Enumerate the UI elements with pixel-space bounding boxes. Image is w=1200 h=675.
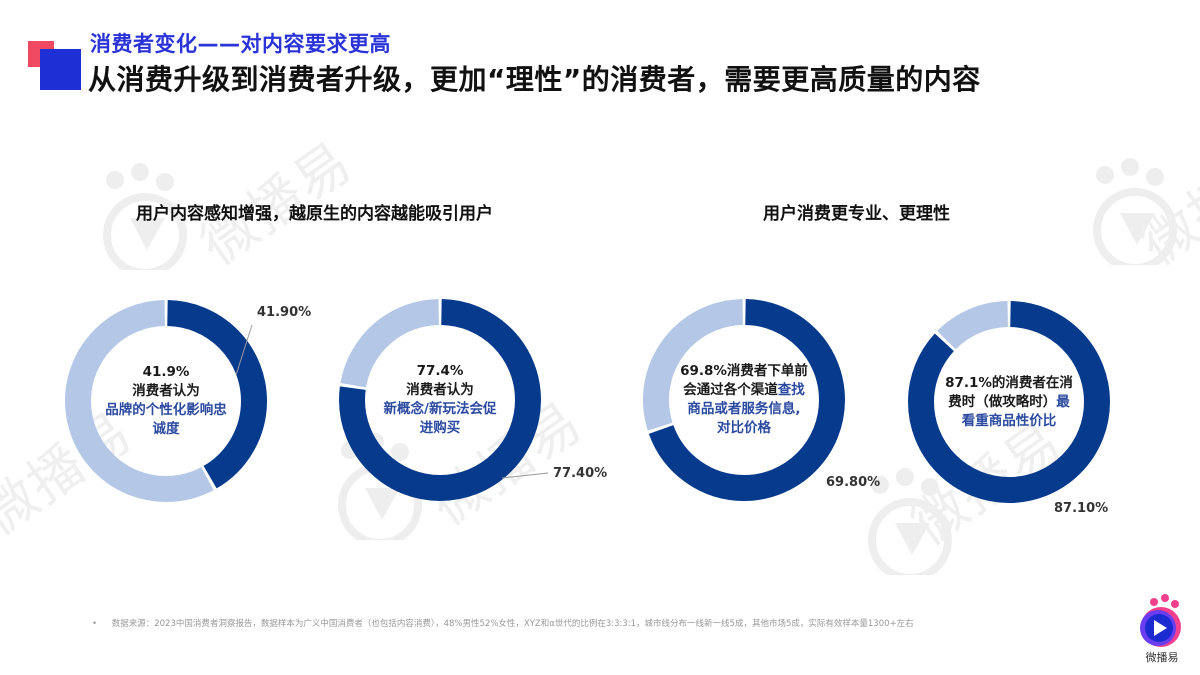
footnote: • 数据来源：2023中国消费者洞察报告，数据样本为广义中国消费者（也包括内容消… — [92, 617, 914, 629]
center-text-line: 新概念/新玩法会促 — [383, 401, 497, 417]
center-text-line: 消费者认为 — [406, 382, 474, 398]
donut-chart: 69.8%消费者下单前 会通过各个渠道查找 商品或者服务信息, 对比价格 — [638, 294, 850, 506]
footnote-text: 数据来源：2023中国消费者洞察报告，数据样本为广义中国消费者（也包括内容消费）… — [111, 619, 914, 629]
donut-value-label: 69.80% — [826, 475, 881, 490]
donut-segment-value — [643, 299, 845, 501]
donut-ring — [908, 301, 1110, 503]
donut-segment-rest — [65, 300, 267, 502]
donut-value-label: 41.90% — [257, 305, 312, 320]
donut-ring — [65, 300, 267, 502]
donut-segment-value — [339, 299, 541, 501]
center-text-line: 41.9% — [142, 364, 190, 380]
footnote-bullet: • — [92, 619, 98, 629]
center-text-line: 进购买 — [419, 420, 461, 436]
center-text-line: 87.1%的消费者在消 — [945, 374, 1073, 391]
center-text-line: 费时（做攻略时）最 — [948, 393, 1070, 410]
center-text-line: 商品或者服务信息, — [687, 401, 801, 417]
center-text-line: 诚度 — [152, 421, 180, 437]
donut-chart: 77.4% 消费者认为新概念/新玩法会促 进购买 — [334, 294, 546, 506]
donut-chart: 41.9% 消费者认为品牌的个性化影响忠 诚度 — [60, 295, 272, 507]
donut-segment-rest — [643, 299, 845, 501]
donut-ring — [643, 299, 845, 501]
brand-logo: 微播易 — [1127, 593, 1197, 668]
donut-center-text: 77.4% 消费者认为新概念/新玩法会促 进购买 — [370, 362, 510, 438]
right-section-title: 用户消费更专业、更理性 — [763, 204, 950, 224]
donut-chart: 87.1%的消费者在消 费时（做攻略时）最 看重商品性价比 — [903, 296, 1115, 508]
donut-value-label: 87.10% — [1054, 501, 1109, 516]
donut-ring — [339, 299, 541, 501]
section-kicker: 消费者变化——对内容要求更高 — [90, 32, 391, 56]
brand-name: 微播易 — [1145, 651, 1179, 664]
center-text-line: 69.8%消费者下单前 — [680, 363, 808, 379]
donut-center-text: 69.8%消费者下单前 会通过各个渠道查找 商品或者服务信息, 对比价格 — [674, 362, 814, 438]
center-text-line: 对比价格 — [717, 420, 771, 436]
page-title: 从消费升级到消费者升级，更加“理性”的消费者，需要更高质量的内容 — [88, 63, 981, 96]
left-section-title: 用户内容感知增强，越原生的内容越能吸引用户 — [136, 204, 493, 224]
center-text-line: 消费者认为 — [132, 383, 200, 399]
center-text-line: 会通过各个渠道查找 — [683, 382, 805, 398]
donut-segment-value — [908, 301, 1110, 503]
donut-value-label: 77.40% — [553, 466, 608, 481]
center-text-line: 77.4% — [416, 363, 464, 379]
donut-segment-value — [65, 300, 267, 502]
blue-square-decoration — [40, 49, 81, 90]
play-logo-icon — [1140, 594, 1181, 647]
donut-center-text: 41.9% 消费者认为品牌的个性化影响忠 诚度 — [96, 363, 236, 439]
center-text-line: 品牌的个性化影响忠 — [105, 402, 227, 418]
donut-center-text: 87.1%的消费者在消 费时（做攻略时）最 看重商品性价比 — [939, 374, 1079, 431]
center-text-line: 看重商品性价比 — [961, 412, 1057, 429]
